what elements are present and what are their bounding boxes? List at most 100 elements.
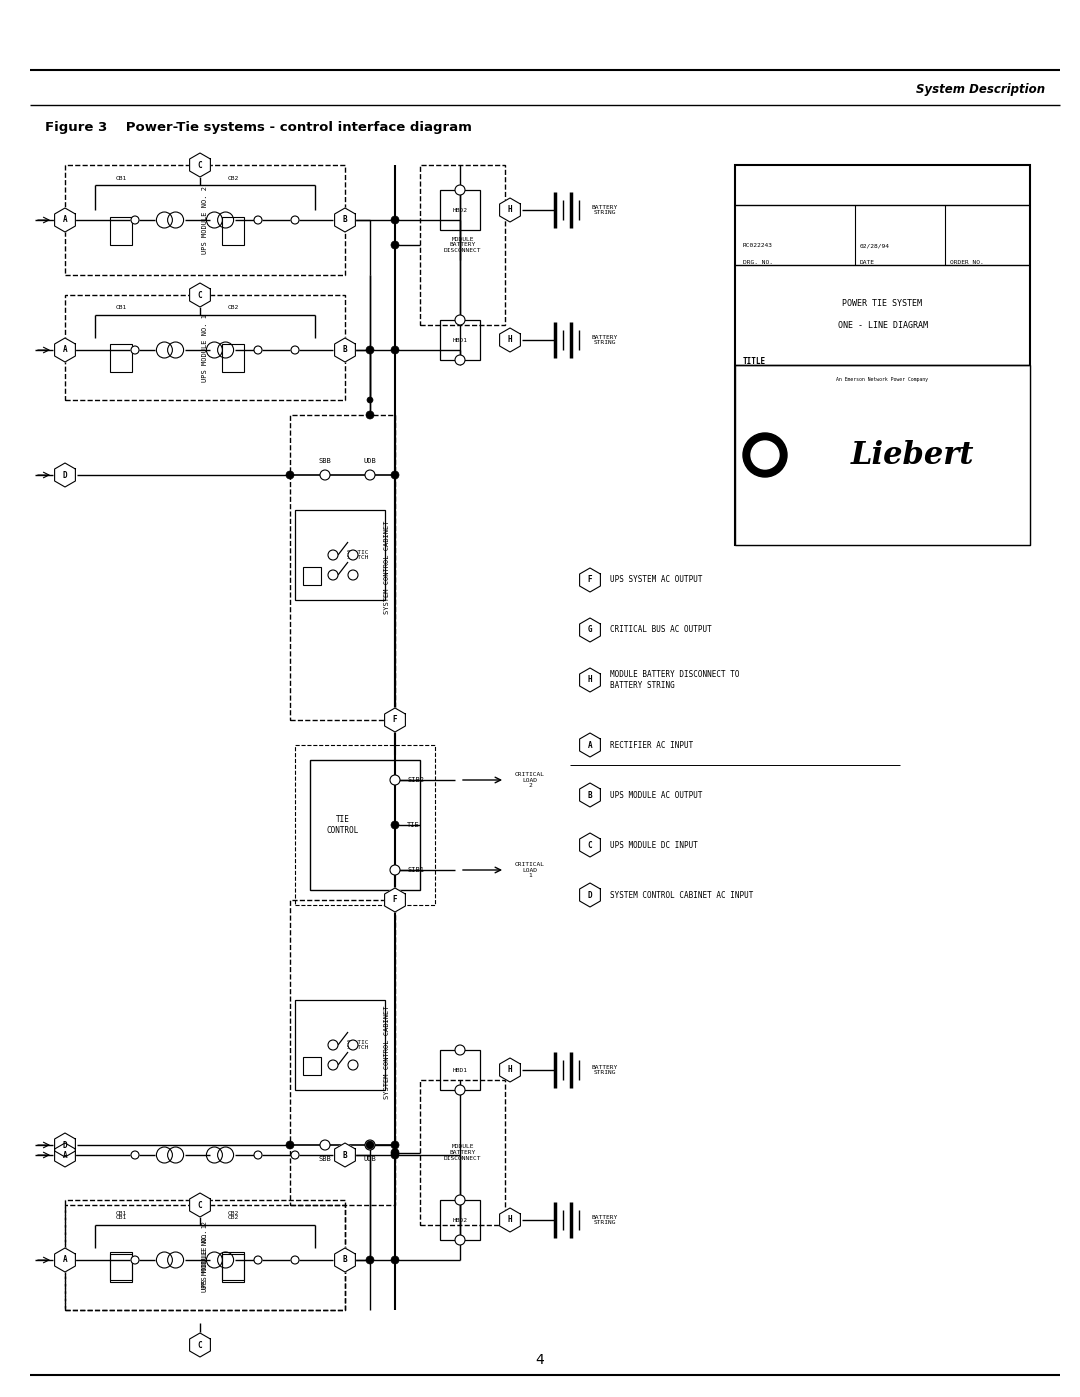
Text: F: F xyxy=(393,895,397,904)
Text: SYSTEM CONTROL CABINET: SYSTEM CONTROL CABINET xyxy=(384,1006,390,1099)
Text: UPS MODULE NO. 1: UPS MODULE NO. 1 xyxy=(202,1224,208,1291)
Text: HBD2: HBD2 xyxy=(453,208,468,212)
Text: D: D xyxy=(588,890,592,900)
Polygon shape xyxy=(580,883,600,907)
Text: CB2: CB2 xyxy=(228,1215,239,1220)
Text: DRG. NO.: DRG. NO. xyxy=(743,260,773,265)
Text: CRITICAL
LOAD
2: CRITICAL LOAD 2 xyxy=(515,771,545,788)
Circle shape xyxy=(455,1085,465,1095)
Polygon shape xyxy=(190,1333,211,1356)
Polygon shape xyxy=(500,328,521,352)
Text: H: H xyxy=(508,335,512,345)
Text: Liebert: Liebert xyxy=(850,440,974,471)
Circle shape xyxy=(254,346,262,353)
Bar xyxy=(222,344,244,372)
Circle shape xyxy=(291,1256,299,1264)
Circle shape xyxy=(391,1256,399,1264)
Bar xyxy=(291,415,395,719)
Circle shape xyxy=(254,1256,262,1264)
Text: ONE - LINE DIAGRAM: ONE - LINE DIAGRAM xyxy=(837,320,928,330)
Circle shape xyxy=(391,217,399,224)
Polygon shape xyxy=(55,208,76,232)
Circle shape xyxy=(366,411,374,419)
Bar xyxy=(110,217,132,244)
Bar xyxy=(222,217,244,244)
Polygon shape xyxy=(500,1208,521,1232)
Text: UPS MODULE NO. 2: UPS MODULE NO. 2 xyxy=(202,186,208,254)
Circle shape xyxy=(131,346,139,353)
Text: SYSTEM CONTROL CABINET AC INPUT: SYSTEM CONTROL CABINET AC INPUT xyxy=(610,890,754,900)
Text: UPS MODULE NO. 2: UPS MODULE NO. 2 xyxy=(202,1221,208,1289)
Bar xyxy=(291,900,395,1206)
Text: MODULE
BATTERY
DISCONNECT: MODULE BATTERY DISCONNECT xyxy=(444,236,482,253)
Circle shape xyxy=(751,441,779,469)
Circle shape xyxy=(390,775,400,785)
Text: BATTERY
STRING: BATTERY STRING xyxy=(592,1214,618,1225)
Polygon shape xyxy=(335,1248,355,1273)
Text: RC022243: RC022243 xyxy=(743,243,773,249)
Circle shape xyxy=(320,469,330,481)
Circle shape xyxy=(391,471,399,479)
Text: System Description: System Description xyxy=(916,84,1045,96)
Text: 02/28/94: 02/28/94 xyxy=(860,243,890,249)
Text: SBB: SBB xyxy=(319,1155,332,1162)
Polygon shape xyxy=(580,668,600,692)
Circle shape xyxy=(328,1060,338,1070)
Text: C: C xyxy=(198,1341,202,1350)
Circle shape xyxy=(286,1141,294,1148)
Text: CB1: CB1 xyxy=(116,176,126,180)
Circle shape xyxy=(328,550,338,560)
Bar xyxy=(65,295,345,400)
Polygon shape xyxy=(55,1133,76,1157)
Circle shape xyxy=(348,570,357,580)
Text: UDB: UDB xyxy=(364,1155,376,1162)
Bar xyxy=(65,1206,345,1310)
Polygon shape xyxy=(580,569,600,592)
Polygon shape xyxy=(384,708,405,732)
Text: SBB: SBB xyxy=(319,458,332,464)
Text: A: A xyxy=(63,215,67,225)
Polygon shape xyxy=(580,833,600,856)
Circle shape xyxy=(291,217,299,224)
Bar xyxy=(65,165,345,275)
Circle shape xyxy=(291,1151,299,1160)
Circle shape xyxy=(455,1194,465,1206)
Text: Figure 3    Power-Tie systems - control interface diagram: Figure 3 Power-Tie systems - control int… xyxy=(45,122,472,134)
Circle shape xyxy=(328,1039,338,1051)
Circle shape xyxy=(291,346,299,353)
Text: CB1: CB1 xyxy=(116,1215,126,1220)
Text: CB2: CB2 xyxy=(228,305,239,310)
Circle shape xyxy=(365,1140,375,1150)
Bar xyxy=(65,1200,345,1310)
Bar xyxy=(295,1000,384,1090)
Bar xyxy=(222,1255,244,1282)
Text: UPS MODULE NO. 1: UPS MODULE NO. 1 xyxy=(202,313,208,381)
Text: C: C xyxy=(198,291,202,299)
Polygon shape xyxy=(580,782,600,807)
Text: B: B xyxy=(342,345,348,355)
Circle shape xyxy=(366,1141,374,1148)
Polygon shape xyxy=(580,617,600,643)
Circle shape xyxy=(286,471,294,479)
Text: CB1: CB1 xyxy=(116,305,126,310)
Text: An Emerson Network Power Company: An Emerson Network Power Company xyxy=(837,377,929,383)
Bar xyxy=(110,1255,132,1282)
Bar xyxy=(295,745,435,905)
Text: POWER TIE SYSTEM: POWER TIE SYSTEM xyxy=(842,299,922,307)
Circle shape xyxy=(390,865,400,875)
Text: B: B xyxy=(342,1151,348,1160)
Bar xyxy=(110,344,132,372)
Polygon shape xyxy=(55,1248,76,1273)
Circle shape xyxy=(328,570,338,580)
Polygon shape xyxy=(500,1058,521,1083)
Bar xyxy=(110,1252,132,1280)
Text: A: A xyxy=(588,740,592,750)
Polygon shape xyxy=(335,1143,355,1166)
Circle shape xyxy=(348,1060,357,1070)
Text: MODULE
BATTERY
DISCONNECT: MODULE BATTERY DISCONNECT xyxy=(444,1144,482,1161)
Text: B: B xyxy=(588,791,592,799)
Circle shape xyxy=(365,469,375,481)
Bar xyxy=(310,760,420,890)
Text: CB1: CB1 xyxy=(116,1211,126,1215)
Polygon shape xyxy=(384,888,405,912)
